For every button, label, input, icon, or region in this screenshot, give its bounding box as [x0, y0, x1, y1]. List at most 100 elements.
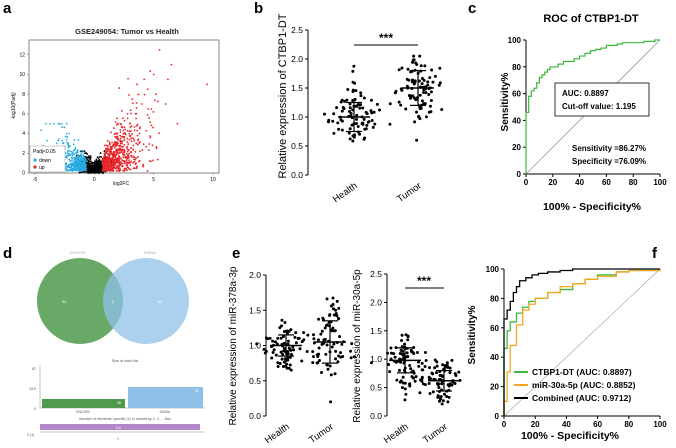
e-right-point	[431, 390, 435, 394]
volcano-point-up	[206, 83, 209, 86]
volcano-point-down	[61, 139, 64, 142]
volcano-point-up	[106, 145, 109, 148]
b-point	[413, 120, 417, 124]
b-point	[351, 108, 355, 112]
volcano-title: GSE249054: Tumor vs Health	[75, 27, 179, 36]
volcano-point-down	[83, 161, 86, 164]
panel-label-b: b	[254, 0, 264, 17]
volcano-point-up	[129, 134, 132, 137]
volcano-point-down	[58, 122, 61, 125]
volcano-ytick-label: 10	[19, 72, 25, 78]
b-point	[358, 132, 362, 136]
volcano-point-ns	[89, 155, 92, 157]
b-point	[351, 139, 355, 143]
e-left-point	[350, 342, 354, 346]
f-reference-line	[503, 268, 661, 417]
panel-label-a: a	[3, 0, 12, 17]
e-right-point	[394, 360, 398, 364]
c-auc: AUC: 0.8897	[562, 89, 609, 98]
volcano-point-up	[116, 164, 119, 167]
e-left-point	[312, 333, 316, 337]
e-right-point	[409, 367, 413, 371]
e-left-point	[276, 361, 280, 365]
e-left-point	[338, 335, 342, 339]
volcano-point-up	[123, 119, 126, 122]
b-point	[355, 104, 359, 108]
volcano-point-up	[116, 157, 118, 160]
b-point	[428, 76, 432, 80]
volcano-legend-up: up	[39, 165, 45, 171]
volcano-point-up	[107, 157, 110, 160]
volcano-point-ns	[87, 155, 90, 158]
volcano-point-up	[119, 149, 122, 152]
volcano-point-up	[113, 154, 116, 157]
e-left-point	[334, 357, 338, 361]
e-right-point	[435, 360, 439, 364]
volcano-point-down	[77, 163, 80, 166]
volcano-point-up	[109, 159, 112, 162]
e-right-point	[437, 385, 441, 389]
e-right-point	[420, 377, 424, 381]
volcano-point-down	[67, 146, 70, 149]
e-left-point	[334, 349, 338, 353]
e-right-point	[403, 398, 407, 402]
volcano-point-up	[122, 145, 124, 148]
volcano-point-ns	[94, 169, 97, 172]
e-right-point	[400, 339, 404, 343]
f-ytick-label: 40	[490, 353, 499, 362]
volcano-point-up	[126, 163, 128, 166]
e-left-point	[333, 329, 337, 333]
volcano-point-ns	[98, 160, 101, 163]
e-left-point	[268, 336, 272, 340]
venn-overlap-count: 2	[112, 299, 115, 304]
venn-left-count: 34	[62, 299, 67, 304]
e-left-point	[266, 337, 270, 341]
volcano-point-up	[133, 158, 135, 161]
b-point	[411, 60, 415, 64]
e-right-point	[423, 364, 427, 368]
volcano-point-up	[147, 149, 150, 151]
volcano-point-down	[45, 122, 47, 125]
e-left-point	[335, 299, 339, 303]
e-left-point	[281, 352, 285, 356]
volcano-point-ns	[96, 156, 99, 159]
e-right-point	[428, 366, 432, 370]
volcano-point-up	[106, 147, 109, 150]
panel-e: e Relative expression of miR-378a-3p Rel…	[224, 225, 478, 446]
e-right-ytick-label: 2.5	[370, 269, 382, 279]
e-left-point	[331, 302, 335, 306]
panel-f: f Sensitivity% 100% - Specificity% 0 0 20 2…	[458, 225, 676, 443]
e-right-point	[401, 353, 405, 357]
volcano-point-up	[128, 130, 131, 133]
e-left-point	[289, 368, 293, 372]
b-point	[358, 106, 362, 110]
b-point	[348, 102, 352, 106]
e-left-point	[294, 341, 298, 345]
b-point	[341, 106, 345, 110]
e-left-point	[292, 348, 296, 352]
b-point	[340, 109, 344, 113]
b-point	[440, 107, 444, 111]
bar-encori-value: 36	[117, 401, 121, 405]
volcano-point-up	[133, 139, 136, 142]
e-left-point	[329, 328, 333, 332]
e-right-point	[437, 382, 441, 386]
volcano-point-down	[78, 167, 80, 170]
volcano-point-up	[124, 156, 127, 159]
b-point	[407, 78, 411, 82]
e-right-point	[448, 371, 452, 375]
volcano-point-up	[149, 135, 152, 137]
volcano-point-ns	[83, 150, 86, 153]
e-left-ytick-label: 1.0	[249, 341, 261, 351]
b-point	[335, 106, 339, 110]
b-point	[351, 134, 355, 138]
venn-and-bars: ENCORI DIANA 34 2 80 Size of each list 8…	[27, 250, 205, 441]
b-point	[438, 81, 442, 85]
volcano-point-down	[71, 159, 74, 162]
volcano-point-down	[74, 167, 76, 170]
e-left-point	[273, 340, 277, 344]
volcano-point-up	[149, 121, 152, 124]
volcano-point-down	[70, 156, 73, 159]
b-point	[417, 79, 421, 83]
volcano-xtick-label: 0	[93, 177, 96, 183]
